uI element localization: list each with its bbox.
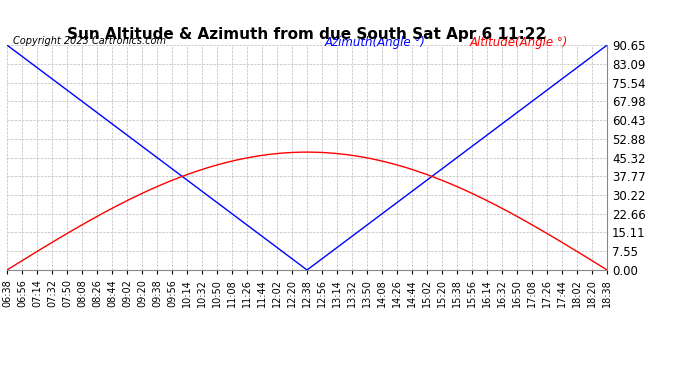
Text: Altitude(Angle °): Altitude(Angle °) xyxy=(469,36,567,49)
Title: Sun Altitude & Azimuth from due South Sat Apr 6 11:22: Sun Altitude & Azimuth from due South Sa… xyxy=(68,27,546,42)
Text: Azimuth(Angle °): Azimuth(Angle °) xyxy=(325,36,426,49)
Text: Copyright 2023 Cartronics.com: Copyright 2023 Cartronics.com xyxy=(13,36,166,46)
